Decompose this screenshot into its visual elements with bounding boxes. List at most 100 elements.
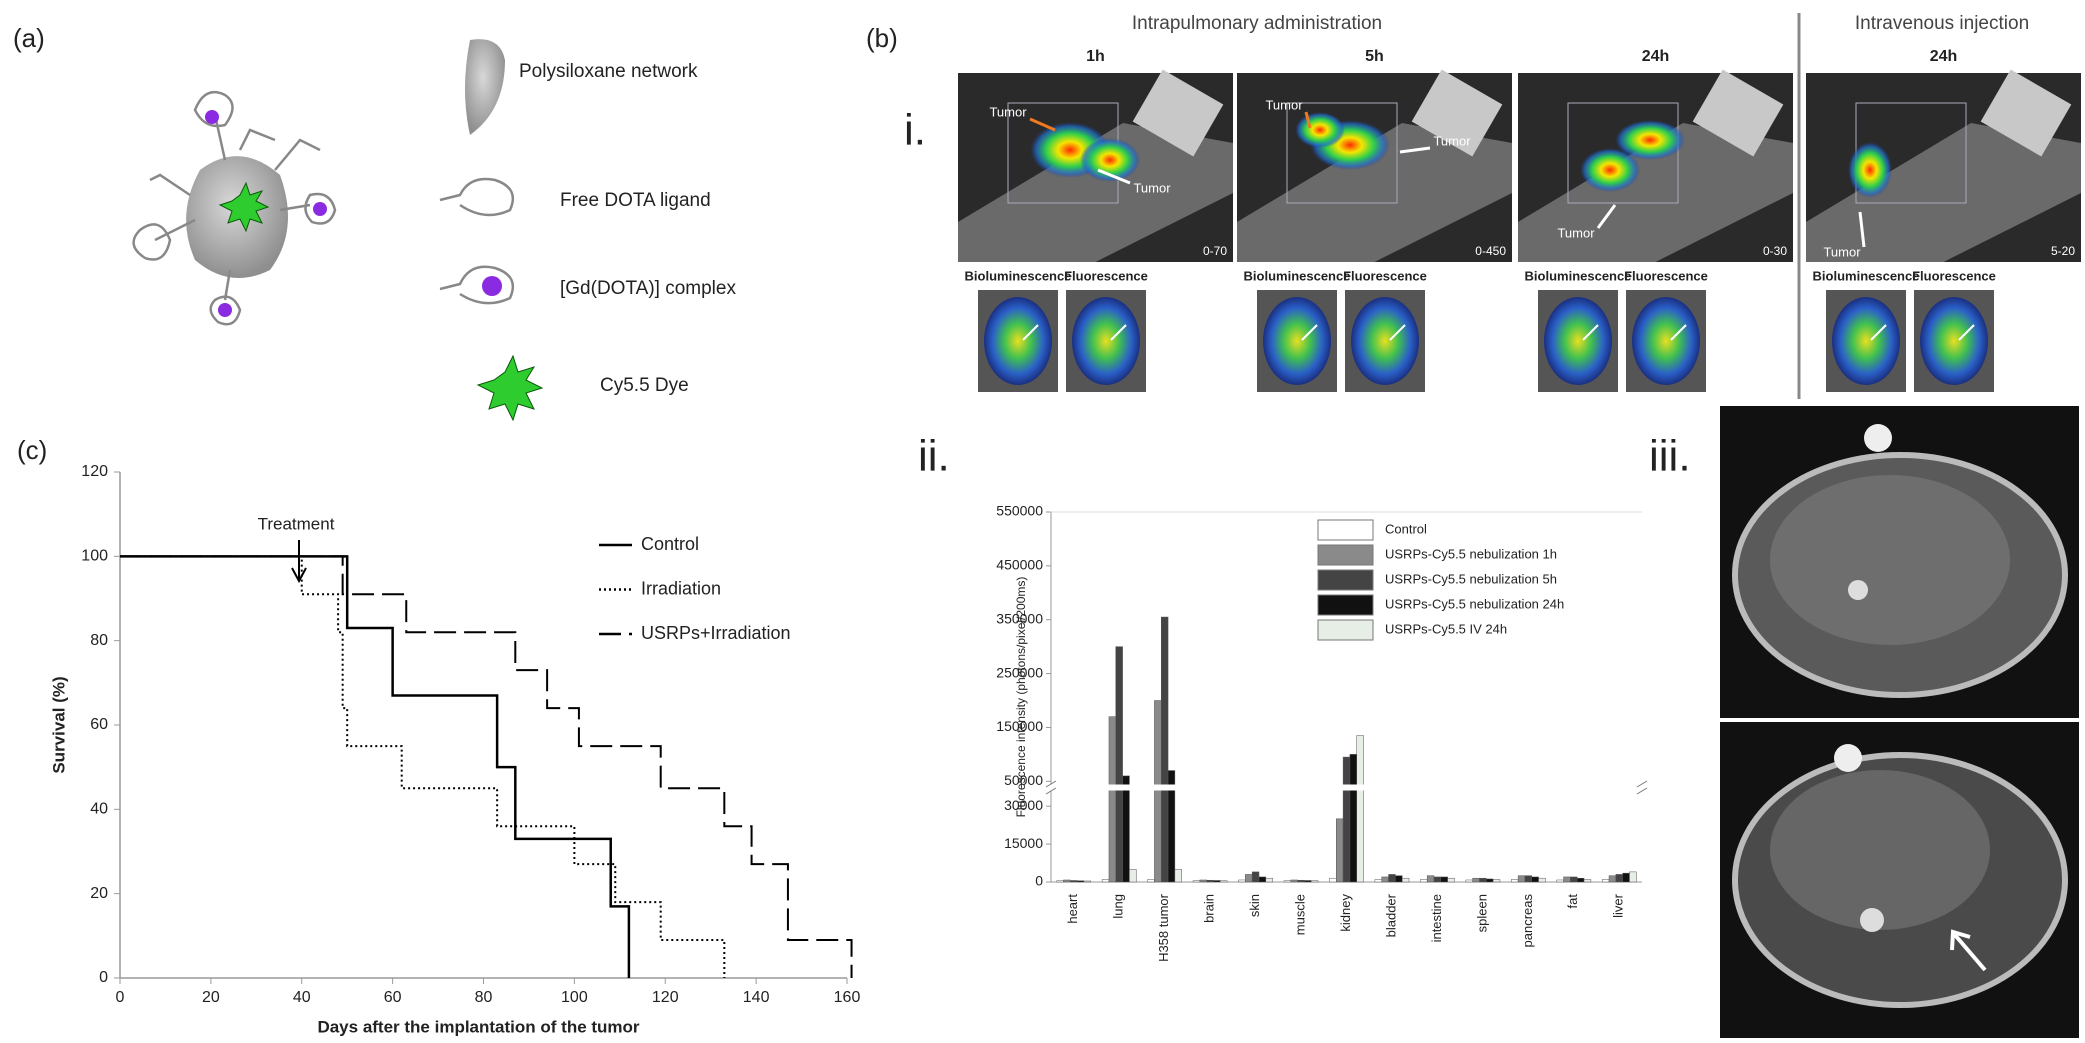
heat-spot — [1295, 112, 1345, 148]
imaging-plate — [1411, 69, 1503, 157]
bar — [1329, 877, 1337, 883]
bar — [1426, 875, 1435, 883]
tumor-label: Tumor — [1265, 97, 1303, 112]
survival-line — [120, 555, 853, 978]
y-tick-label: 80 — [90, 632, 108, 649]
mri-organ — [1770, 475, 2010, 645]
x-tick-label: 40 — [293, 989, 311, 1006]
bar — [1524, 875, 1533, 883]
x-tick-label: 60 — [384, 989, 402, 1006]
heat-spot — [1615, 120, 1685, 160]
survival-line — [120, 555, 631, 978]
time-label: 1h — [1086, 48, 1105, 65]
bar — [1174, 869, 1182, 883]
bar — [1083, 880, 1092, 883]
x-tick-label: 140 — [743, 989, 770, 1006]
legend-label: Control — [1385, 521, 1427, 536]
bar — [1615, 874, 1623, 883]
bar — [1199, 879, 1207, 883]
organ — [1263, 297, 1331, 385]
bar — [1583, 879, 1592, 883]
break-mark — [1045, 780, 1057, 788]
roi-box — [1286, 102, 1398, 204]
bar — [1160, 616, 1169, 883]
organ-arrow — [1958, 324, 1975, 341]
y-tick-label: 550000 — [996, 503, 1043, 519]
mri-panel: iii. — [1649, 406, 2079, 1038]
bar — [1538, 877, 1546, 883]
y-axis-label: Fluorescence intensity (photons/pixel/20… — [1014, 577, 1028, 818]
mri-marker — [1834, 744, 1862, 772]
bar — [1601, 879, 1610, 883]
bar — [1349, 754, 1357, 883]
x-tick-label: liver — [1611, 893, 1626, 918]
bar — [1511, 879, 1519, 883]
y-tick-label: 20 — [90, 885, 108, 902]
bar — [1076, 880, 1085, 883]
survival-line — [120, 555, 726, 978]
time-label: 24h — [1642, 48, 1670, 65]
x-tick-label: 160 — [834, 989, 861, 1006]
heat-spot — [1580, 148, 1640, 192]
organ — [1072, 297, 1140, 385]
diagram-a: (a) Polysiloxane network Free DOTA ligan… — [13, 23, 736, 422]
subimage-label: Fluorescence — [1064, 268, 1148, 283]
axis-break — [1043, 784, 1650, 791]
legend-icon — [465, 39, 505, 135]
legend-label: Irradiation — [641, 578, 721, 598]
bar — [1206, 879, 1214, 883]
organ-arrow — [1110, 324, 1127, 341]
bar — [1265, 877, 1273, 883]
imaging-plate — [1132, 69, 1224, 157]
bar — [1440, 876, 1448, 883]
bar — [1304, 880, 1312, 883]
bar — [1629, 871, 1637, 883]
legend-swatch — [1317, 619, 1374, 641]
tumor-label: Tumor — [1133, 180, 1171, 195]
bar — [1479, 877, 1487, 883]
bar — [1556, 879, 1564, 883]
bar — [1395, 875, 1403, 883]
x-tick-label: heart — [1065, 894, 1080, 924]
bar — [1433, 876, 1442, 883]
organ — [984, 297, 1052, 385]
annotation-arrow — [291, 567, 307, 584]
x-tick-label: kidney — [1338, 894, 1353, 932]
bar — [1056, 880, 1064, 883]
legend-swatch — [1317, 569, 1374, 591]
bar — [1311, 880, 1319, 883]
y-tick-label: 0 — [99, 969, 108, 986]
legend-label: USRPs-Cy5.5 IV 24h — [1385, 621, 1507, 636]
mri-vessel — [1848, 580, 1868, 600]
y-tick-label: 40 — [90, 801, 108, 818]
x-tick-label: 120 — [652, 989, 679, 1006]
x-tick-label: 80 — [475, 989, 493, 1006]
bar — [1492, 879, 1501, 883]
legend-label: USRPs-Cy5.5 nebulization 5h — [1385, 571, 1557, 586]
bar — [1608, 875, 1617, 883]
organ — [1920, 297, 1988, 385]
imaging-plate — [1980, 69, 2072, 157]
x-tick-label: spleen — [1474, 894, 1489, 932]
legend-text: Polysiloxane network — [519, 61, 698, 82]
break-mark — [1045, 787, 1057, 795]
annotation: Treatment — [258, 514, 335, 533]
mri-organ — [1770, 770, 1990, 930]
heat-spot — [1848, 142, 1892, 198]
x-tick-label: lung — [1111, 894, 1126, 919]
y-tick-label: 30000 — [1004, 797, 1043, 813]
tumor-arrow — [1596, 204, 1617, 229]
x-tick-label: skin — [1247, 894, 1262, 917]
bar — [1220, 880, 1228, 883]
tumor-arrow — [1029, 117, 1056, 132]
mouse-body — [1806, 123, 2081, 262]
bar — [1129, 869, 1137, 883]
break-mark — [1636, 787, 1648, 795]
legend-swatch — [1317, 544, 1374, 566]
legend-swatch — [1317, 594, 1374, 616]
bar — [1336, 818, 1344, 883]
x-tick-label: 100 — [561, 989, 588, 1006]
break-mark — [1636, 780, 1648, 788]
tumor-label: Tumor — [1557, 225, 1595, 240]
imaging-plate — [1692, 69, 1784, 157]
